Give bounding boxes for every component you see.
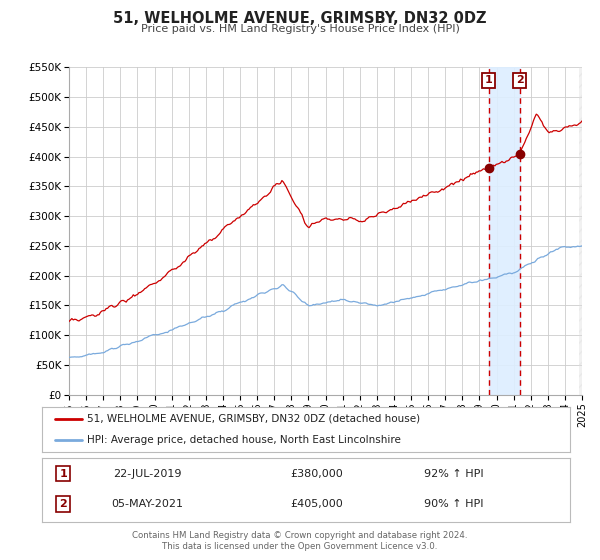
Bar <box>489 67 520 395</box>
Text: 22-JUL-2019: 22-JUL-2019 <box>113 469 182 479</box>
Text: Price paid vs. HM Land Registry's House Price Index (HPI): Price paid vs. HM Land Registry's House … <box>140 24 460 34</box>
Text: 1: 1 <box>59 469 67 479</box>
Text: £405,000: £405,000 <box>290 499 343 509</box>
Text: 05-MAY-2021: 05-MAY-2021 <box>112 499 184 509</box>
Text: 1: 1 <box>485 76 493 85</box>
Text: 2: 2 <box>516 76 523 85</box>
Text: 92% ↑ HPI: 92% ↑ HPI <box>424 469 484 479</box>
Text: HPI: Average price, detached house, North East Lincolnshire: HPI: Average price, detached house, Nort… <box>87 435 401 445</box>
Text: 90% ↑ HPI: 90% ↑ HPI <box>424 499 484 509</box>
Bar <box>578 67 582 395</box>
Text: 51, WELHOLME AVENUE, GRIMSBY, DN32 0DZ: 51, WELHOLME AVENUE, GRIMSBY, DN32 0DZ <box>113 11 487 26</box>
Text: 2: 2 <box>59 499 67 509</box>
Text: 51, WELHOLME AVENUE, GRIMSBY, DN32 0DZ (detached house): 51, WELHOLME AVENUE, GRIMSBY, DN32 0DZ (… <box>87 414 420 424</box>
Text: Contains HM Land Registry data © Crown copyright and database right 2024.: Contains HM Land Registry data © Crown c… <box>132 531 468 540</box>
Text: This data is licensed under the Open Government Licence v3.0.: This data is licensed under the Open Gov… <box>163 542 437 550</box>
Text: £380,000: £380,000 <box>290 469 343 479</box>
